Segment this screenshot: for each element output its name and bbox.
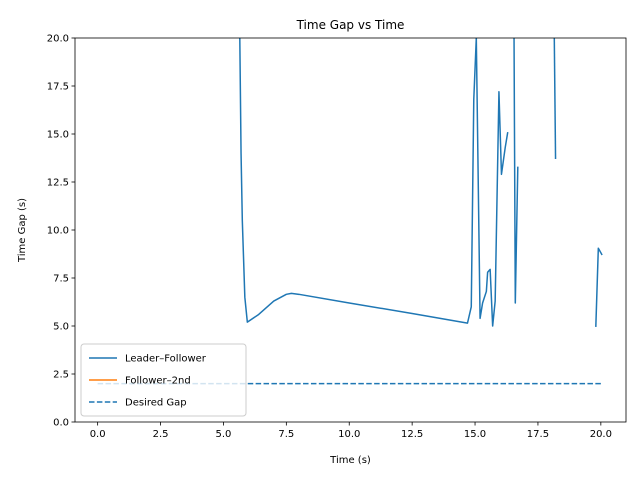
x-tick-label: 0.0 (90, 429, 106, 440)
legend-label-follower-2nd: Follower–2nd (125, 376, 191, 387)
x-tick-label: 10.0 (338, 429, 360, 440)
series-line-leader-follower-2 (475, 37, 509, 327)
series-line-leader-follower-3 (513, 37, 519, 304)
y-tick-label: 2.5 (53, 370, 69, 381)
y-tick-label: 5.0 (53, 322, 69, 333)
y-tick-label: 20.0 (47, 34, 69, 45)
legend-box (80, 343, 247, 417)
x-tick-label: 5.0 (215, 429, 231, 440)
legend: Leader–Follower Follower–2nd Desired Gap (80, 343, 247, 417)
y-tick-label: 17.5 (47, 82, 69, 93)
y-tick-label: 15.0 (47, 130, 69, 141)
x-tick-label: 12.5 (401, 429, 423, 440)
y-axis-ticks: 0.0 2.5 5.0 7.5 10.0 12.5 15.0 17.5 20.0 (47, 34, 75, 429)
x-tick-label: 17.5 (527, 429, 549, 440)
y-tick-label: 0.0 (53, 418, 69, 429)
series-line-leader-follower-5 (595, 247, 603, 327)
series-line-leader-follower-4 (553, 37, 557, 159)
y-tick-label: 7.5 (53, 274, 69, 285)
x-tick-label: 2.5 (153, 429, 169, 440)
legend-label-leader-follower: Leader–Follower (125, 354, 207, 365)
x-tick-label: 20.0 (590, 429, 612, 440)
y-tick-label: 12.5 (47, 178, 69, 189)
series-line-leader-follower-1 (239, 37, 478, 324)
legend-label-desired-gap: Desired Gap (125, 398, 187, 409)
x-axis-label: Time (s) (329, 455, 371, 466)
x-axis-ticks: 0.0 2.5 5.0 7.5 10.0 12.5 15.0 17.5 20.0 (90, 422, 612, 440)
chart-title: Time Gap vs Time (296, 18, 405, 32)
x-tick-label: 7.5 (278, 429, 294, 440)
y-tick-label: 10.0 (47, 226, 69, 237)
y-axis-label: Time Gap (s) (17, 198, 28, 263)
x-tick-label: 15.0 (464, 429, 486, 440)
